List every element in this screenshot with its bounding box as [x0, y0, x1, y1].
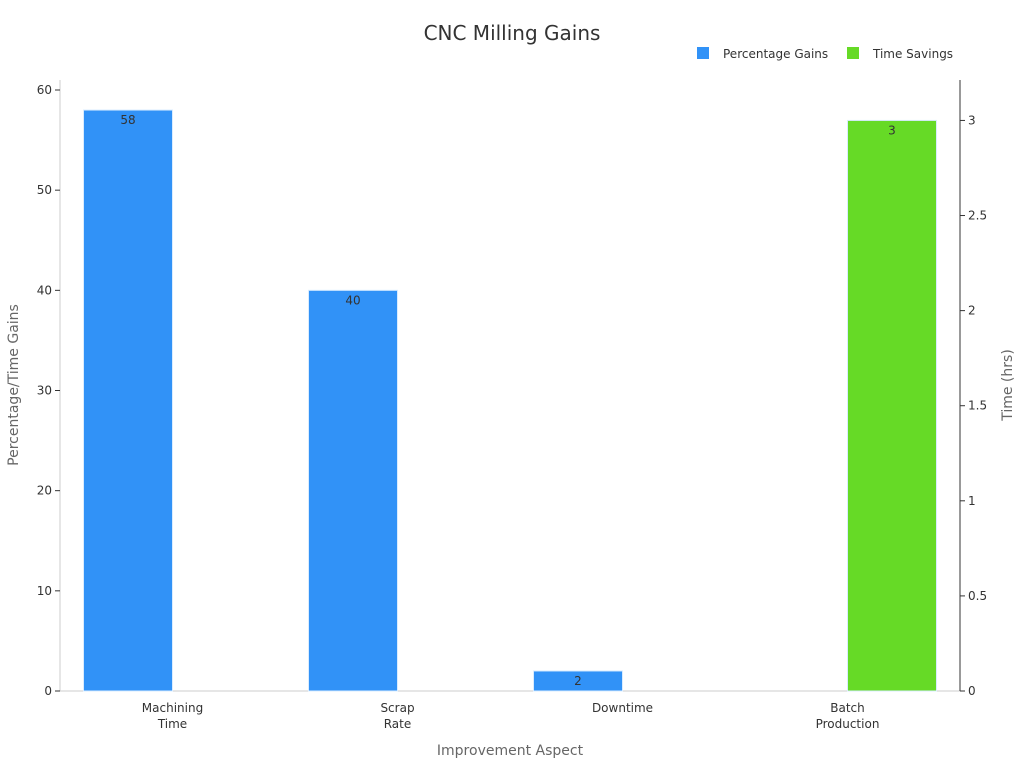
y-right-tick-label: 0.5 — [968, 589, 987, 603]
legend: Percentage Gains Time Savings — [697, 47, 953, 61]
legend-label-time-savings: Time Savings — [872, 47, 953, 61]
x-tick-label: Downtime — [592, 701, 653, 715]
y-right-tick-label: 2 — [968, 304, 976, 318]
y-left-tick-label: 50 — [37, 183, 52, 197]
legend-swatch-percentage-gains — [697, 47, 709, 59]
data-label-batch-production: 3 — [888, 123, 896, 137]
ticks: 0 10 20 30 40 50 60 0 0.5 1 1.5 2 2.5 3 Machining Time S… — [37, 83, 987, 731]
y-right-tick-label: 3 — [968, 113, 976, 127]
y-axis-left-title: Percentage/Time Gains — [6, 304, 22, 466]
y-axis-right-title: Time (hrs) — [1000, 349, 1016, 422]
bar-scrap-rate — [308, 289, 398, 692]
bar-machining-time — [83, 109, 173, 692]
y-left-tick-label: 40 — [37, 283, 52, 297]
legend-label-percentage-gains: Percentage Gains — [723, 47, 828, 61]
y-right-tick-label: 2.5 — [968, 209, 987, 223]
y-left-tick-label: 0 — [44, 684, 52, 698]
bars: 58 40 2 3 — [83, 109, 937, 692]
bar-downtime — [533, 670, 623, 692]
x-tick-label: Machining Time — [142, 701, 203, 731]
data-label-scrap-rate: 40 — [345, 293, 360, 307]
x-axis-title: Improvement Aspect — [437, 743, 584, 759]
x-tick-label: Batch Production — [816, 701, 880, 731]
y-right-tick-label: 1 — [968, 494, 976, 508]
y-right-tick-label: 0 — [968, 684, 976, 698]
axes — [59, 80, 961, 692]
y-left-tick-label: 20 — [37, 484, 52, 498]
y-right-tick-label: 1.5 — [968, 399, 987, 413]
x-tick-label: Scrap Rate — [380, 701, 414, 731]
y-left-tick-label: 10 — [37, 584, 52, 598]
y-left-tick-label: 60 — [37, 83, 52, 97]
bar-batch-production — [847, 119, 937, 692]
data-label-machining-time: 58 — [120, 113, 135, 127]
y-left-tick-label: 30 — [37, 384, 52, 398]
chart-title: CNC Milling Gains — [424, 21, 601, 45]
legend-swatch-time-savings — [847, 47, 859, 59]
data-label-downtime: 2 — [574, 674, 582, 688]
